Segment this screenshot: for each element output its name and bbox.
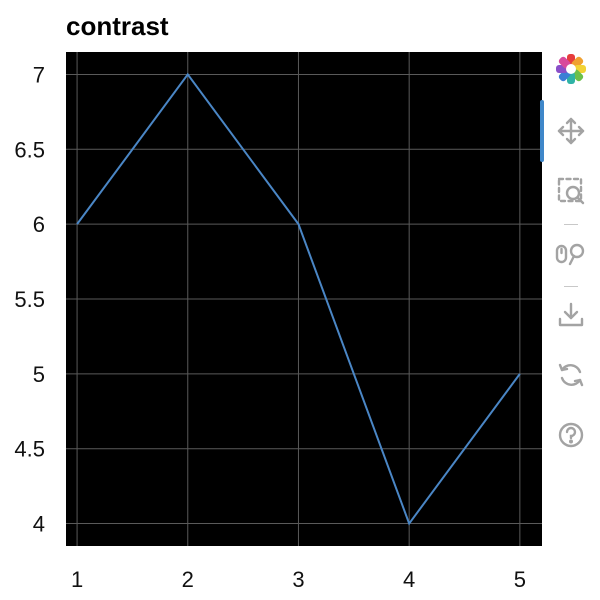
grid <box>66 52 542 546</box>
y-tick-label: 5.5 <box>14 287 45 312</box>
y-tick-label: 4.5 <box>14 437 45 462</box>
toolbar-divider <box>564 224 578 225</box>
x-tick-label: 5 <box>514 567 526 592</box>
help-icon[interactable] <box>554 418 588 452</box>
save-icon[interactable] <box>554 298 588 332</box>
y-axis: 4 4.5 5 5.5 6 6.5 7 <box>14 62 45 536</box>
y-tick-label: 5 <box>33 362 45 387</box>
y-tick-label: 4 <box>33 512 45 537</box>
y-tick-label: 6 <box>33 212 45 237</box>
active-tool-indicator <box>540 100 544 162</box>
series-line <box>76 72 521 526</box>
toolbar-divider <box>564 286 578 287</box>
toolbar <box>540 52 596 472</box>
y-tick-label: 6.5 <box>14 137 45 162</box>
chart-title: contrast <box>66 11 169 41</box>
y-tick-label: 7 <box>33 62 45 87</box>
box-zoom-icon[interactable] <box>554 174 588 208</box>
x-axis: 1 2 3 4 5 <box>71 567 526 592</box>
x-tick-label: 2 <box>182 567 194 592</box>
series-layer <box>76 72 521 526</box>
x-tick-label: 1 <box>71 567 83 592</box>
reset-icon[interactable] <box>554 358 588 392</box>
x-tick-label: 3 <box>292 567 304 592</box>
pan-icon[interactable] <box>554 114 588 148</box>
wheel-zoom-icon[interactable] <box>554 236 588 270</box>
x-tick-label: 4 <box>403 567 415 592</box>
bokeh-logo-icon[interactable] <box>554 52 588 86</box>
